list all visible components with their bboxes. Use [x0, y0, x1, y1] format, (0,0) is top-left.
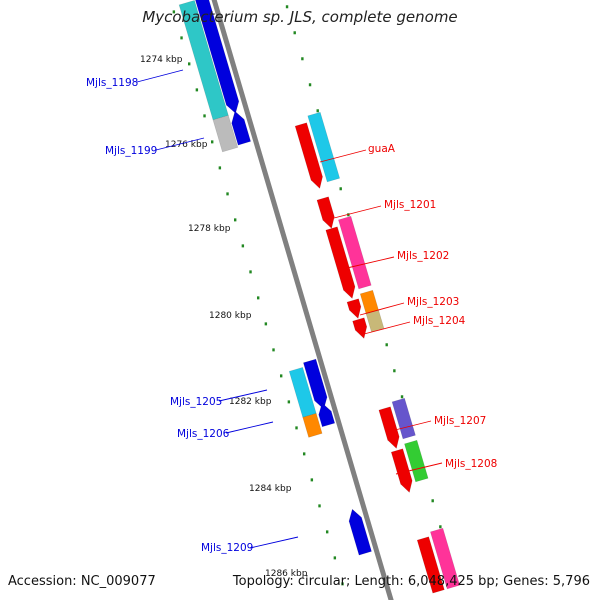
accession-label: Accession: NC_009077 — [8, 574, 156, 589]
map-title: Mycobacterium sp. JLS, complete genome — [142, 8, 458, 26]
tick-ring-outer — [431, 499, 434, 503]
gene-label-mjls_1208: Mjls_1208 — [445, 458, 497, 470]
gene-label-leader — [218, 389, 268, 402]
tick-ring-inner — [279, 374, 283, 378]
tick-label: 1282 kbp — [229, 397, 272, 407]
genome-summary: Topology: circular; Length: 6,048,425 bp… — [232, 574, 590, 589]
tick-ring-outer — [316, 109, 319, 113]
gene-gray-block — [212, 115, 239, 153]
gene-label-leader — [346, 256, 395, 269]
gene-label-mjls_1204: Mjls_1204 — [413, 315, 466, 327]
gene-blue-block — [195, 0, 240, 114]
gene-blue-block — [318, 402, 336, 428]
tick-ring-outer — [285, 5, 289, 9]
tick-ring-outer — [301, 57, 304, 61]
tick-label: 1278 kbp — [188, 224, 231, 234]
tick-ring-inner — [318, 504, 321, 508]
tick-ring-inner — [302, 452, 306, 456]
gene-label-leader — [249, 536, 299, 549]
gene-orange-block — [302, 413, 323, 438]
backbone-line — [211, 0, 395, 604]
gene-label-leader — [136, 69, 184, 83]
gene-khaki-block — [365, 309, 385, 333]
gene-label-mjls_1207: Mjls_1207 — [434, 415, 486, 427]
tick-ring-inner — [256, 296, 260, 300]
tick-label: 1274 kbp — [140, 55, 183, 65]
tick-ring-inner — [295, 426, 298, 430]
tick-ring-inner — [272, 348, 275, 352]
gene-label-guaa: guaA — [368, 143, 396, 155]
gene-label-leader — [333, 205, 382, 219]
gene-label-mjls_1203: Mjls_1203 — [407, 296, 459, 308]
tick-ring-inner — [264, 322, 268, 326]
gene-label-mjls_1198: Mjls_1198 — [86, 77, 138, 89]
gene-pink-block — [430, 527, 461, 590]
gene-red-block — [325, 226, 356, 300]
tick-ring-outer — [308, 83, 312, 87]
gene-label-leader — [225, 421, 274, 434]
tick-ring-outer — [293, 31, 296, 35]
gene-label-mjls_1201: Mjls_1201 — [384, 199, 436, 211]
tick-label: 1276 kbp — [165, 140, 208, 150]
tick-label: 1286 kbp — [265, 569, 308, 579]
gene-red-block — [294, 122, 323, 190]
gene-red-block — [352, 317, 368, 340]
gene-label-leader — [359, 302, 405, 316]
gene-purple-block — [391, 397, 416, 440]
tick-ring-inner — [195, 88, 199, 92]
tick-ring-inner — [249, 270, 252, 274]
gene-label-mjls_1206: Mjls_1206 — [177, 428, 230, 440]
gene-label-mjls_1209: Mjls_1209 — [201, 542, 253, 554]
tick-ring-inner — [226, 192, 229, 196]
tick-label: 1280 kbp — [209, 311, 252, 321]
gene-label-leader — [155, 137, 205, 151]
gene-red-block — [378, 406, 400, 450]
gene-blue-block — [231, 110, 252, 146]
tick-ring-inner — [287, 400, 291, 404]
tick-ring-inner — [210, 140, 214, 144]
tick-ring-inner — [325, 530, 329, 534]
gene-blue-block — [348, 508, 372, 556]
gene-cyan-block — [288, 367, 317, 418]
gene-green-block — [404, 439, 429, 483]
tick-ring-inner — [203, 114, 206, 118]
gene-cyan-block — [307, 111, 341, 183]
tick-ring-outer — [393, 369, 396, 373]
tick-ring-outer — [385, 343, 388, 347]
tick-ring-inner — [241, 244, 245, 248]
gene-label-mjls_1199: Mjls_1199 — [105, 145, 157, 157]
gene-red-block — [346, 298, 362, 320]
gene-red-block — [390, 448, 413, 494]
tick-label: 1284 kbp — [249, 484, 292, 494]
tick-ring-outer — [400, 395, 404, 399]
gene-label-leader — [386, 420, 432, 433]
tick-ring-inner — [233, 218, 237, 222]
tick-ring-inner — [333, 556, 337, 560]
gene-red-block — [316, 196, 335, 230]
gene-label-leader — [363, 321, 411, 335]
gene-blue-block — [303, 358, 328, 410]
gene-label-leader — [319, 149, 367, 163]
tick-ring-inner — [180, 36, 183, 40]
tick-ring-outer — [339, 187, 342, 191]
tick-ring-inner — [341, 582, 344, 586]
tick-ring-outer — [439, 525, 442, 529]
gene-label-mjls_1205: Mjls_1205 — [170, 396, 222, 408]
tick-ring-inner — [310, 478, 314, 482]
tick-ring-inner — [172, 10, 176, 14]
tick-ring-inner — [218, 166, 222, 170]
gene-teal-block — [178, 0, 229, 121]
gene-label-mjls_1202: Mjls_1202 — [397, 250, 449, 262]
gene-pink-block — [338, 215, 372, 290]
tick-ring-inner — [187, 62, 191, 66]
gene-red-block — [416, 536, 445, 594]
gene-label-leader — [395, 462, 443, 475]
